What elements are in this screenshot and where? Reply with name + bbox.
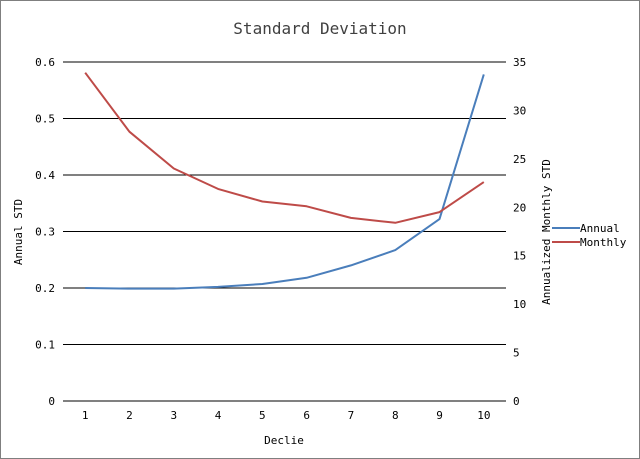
left-tick-label: 0.6 <box>35 56 55 69</box>
gridlines <box>63 61 506 402</box>
legend-label-annual: Annual <box>580 222 620 235</box>
x-tick-label: 6 <box>303 409 310 422</box>
x-tick-label: 4 <box>215 409 222 422</box>
left-tick-label: 0.4 <box>35 169 55 182</box>
series-line-annual <box>85 74 485 290</box>
right-tick-label: 10 <box>513 298 526 311</box>
right-tick-label: 30 <box>513 104 526 117</box>
x-tick-label: 2 <box>126 409 133 422</box>
x-tick-label: 1 <box>82 409 89 422</box>
legend-label-monthly: Monthly <box>580 236 627 249</box>
right-tick-label: 25 <box>513 153 526 166</box>
left-tick-label: 0.5 <box>35 113 55 126</box>
series-lines <box>84 72 485 290</box>
x-axis-ticks: 1 2 3 4 5 6 7 8 9 10 <box>82 409 491 422</box>
x-tick-label: 10 <box>477 409 490 422</box>
chart-title: Standard Deviation <box>233 19 406 38</box>
series-line-monthly <box>84 72 485 224</box>
right-tick-label: 0 <box>513 395 520 408</box>
x-tick-label: 3 <box>170 409 177 422</box>
x-tick-label: 9 <box>436 409 443 422</box>
x-tick-label: 5 <box>259 409 266 422</box>
right-tick-label: 15 <box>513 250 526 263</box>
left-tick-label: 0.1 <box>35 339 55 352</box>
left-tick-label: 0.2 <box>35 282 55 295</box>
right-tick-label: 35 <box>513 56 526 69</box>
left-axis-title: Annual STD <box>12 199 25 265</box>
right-tick-label: 5 <box>513 347 520 360</box>
left-axis-ticks: 0 0.1 0.2 0.3 0.4 0.5 0.6 <box>35 56 55 408</box>
right-axis-ticks: 0 5 10 15 20 25 30 35 <box>513 56 526 408</box>
left-tick-label: 0.3 <box>35 226 55 239</box>
x-tick-label: 8 <box>392 409 399 422</box>
right-tick-label: 20 <box>513 201 526 214</box>
x-tick-label: 7 <box>348 409 355 422</box>
right-axis-title: Annualized Monthly STD <box>540 159 553 305</box>
left-tick-label: 0 <box>48 395 55 408</box>
x-axis-title: Declie <box>264 434 304 447</box>
